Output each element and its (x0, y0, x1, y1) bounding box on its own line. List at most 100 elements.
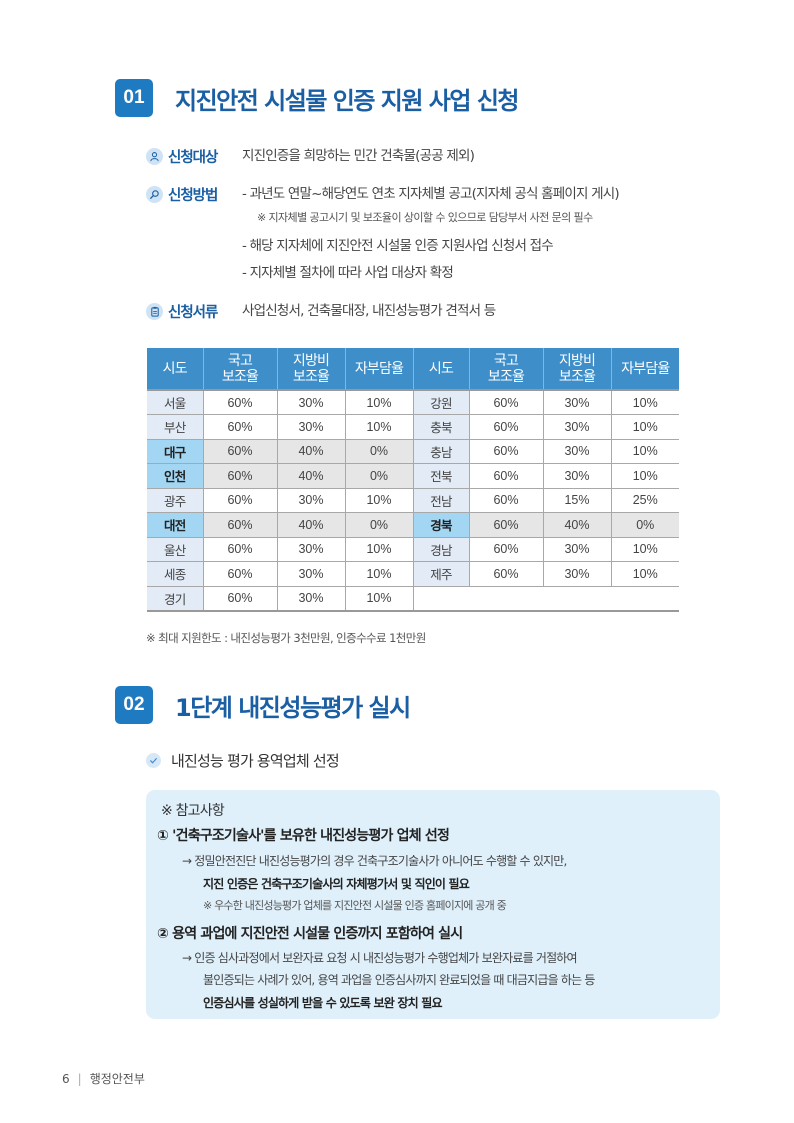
region-cell: 울산 (147, 537, 203, 562)
reference-item-body: 불인증되는 사례가 있어, 용역 과업을 인증심사까지 완료되었을 때 대금지급… (203, 973, 595, 987)
method-line: - 해당 지자체에 지진안전 시설물 인증 지원사업 신청서 접수 (242, 238, 554, 254)
region-cell: 대구 (147, 439, 203, 464)
region-cell: 부산 (147, 414, 203, 440)
rate-cell: 15% (542, 488, 611, 513)
column-header-line: 보조율 (487, 368, 525, 385)
info-value: 사업신청서, 건축물대장, 내진성능평가 견적서 등 (242, 303, 496, 319)
rate-cell: 30% (542, 561, 611, 587)
column-header: 시도 (412, 348, 469, 391)
table-row: 경기 60% 30% 10% (147, 586, 679, 612)
column-header-line: 지방비 (292, 352, 330, 369)
rate-cell: 60% (202, 439, 277, 464)
rate-cell: 10% (610, 390, 679, 415)
rate-cell: 60% (202, 537, 277, 562)
region-cell: 충남 (412, 439, 469, 464)
search-icon (146, 186, 163, 203)
reference-item-emphasis: 인증심사를 성실하게 받을 수 있도록 보완 장치 필요 (203, 996, 442, 1010)
rate-cell: 30% (276, 586, 345, 612)
organization-name: 행정안전부 (89, 1072, 145, 1086)
rate-cell: 60% (202, 561, 277, 587)
rate-cell: 10% (344, 488, 413, 513)
column-header: 국고 보조율 (468, 348, 543, 391)
region-cell: 세종 (147, 561, 203, 587)
rate-cell: 60% (202, 488, 277, 513)
rate-cell: 10% (344, 414, 413, 440)
column-header-line: 국고 (227, 352, 253, 369)
info-value: - 과년도 연말~해당연도 연초 지자체별 공고(지자체 공식 홈페이지 게시) (242, 186, 620, 202)
table-row: 광주 60% 30% 10% 전남 60% 15% 25% (147, 488, 679, 513)
section-number-badge: 01 (115, 79, 153, 117)
table-row: 대전 60% 40% 0% 경북 60% 40% 0% (147, 512, 679, 538)
info-label: 신청서류 (146, 301, 242, 322)
rate-cell: 10% (344, 586, 413, 612)
region-cell: 경북 (412, 512, 469, 538)
table-footnote: ※ 최대 지원한도 : 내진성능평가 3천만원, 인증수수료 1천만원 (146, 631, 426, 645)
clipboard-icon (146, 303, 163, 320)
method-line: - 지자체별 절차에 따라 사업 대상자 확정 (242, 265, 454, 281)
rate-cell: 30% (542, 439, 611, 464)
rate-cell: 10% (610, 439, 679, 464)
column-header-line: 국고 (493, 352, 519, 369)
reference-item-note: ※ 우수한 내진성능평가 업체를 지진안전 시설물 인증 홈페이지에 공개 중 (203, 899, 507, 912)
info-value: 지진인증을 희망하는 민간 건축물(공공 제외) (242, 148, 475, 164)
rate-cell: 0% (610, 512, 679, 538)
rate-cell: 60% (468, 512, 543, 538)
info-label: 신청방법 (146, 184, 242, 205)
region-cell: 제주 (412, 561, 469, 587)
rate-cell: 40% (276, 512, 345, 538)
section-number-badge: 02 (115, 686, 153, 724)
rate-cell: 30% (276, 561, 345, 587)
section-title: 1단계 내진성능평가 실시 (175, 693, 411, 722)
region-cell: 강원 (412, 390, 469, 415)
rate-cell: 60% (468, 414, 543, 440)
region-cell: 서울 (147, 390, 203, 415)
region-cell: 경남 (412, 537, 469, 562)
rate-cell: 60% (202, 414, 277, 440)
rate-cell: 30% (276, 537, 345, 562)
method-note: ※ 지자체별 공고시기 및 보조율이 상이할 수 있으므로 담당부서 사전 문의… (257, 211, 593, 224)
column-header: 자부담율 (610, 348, 679, 391)
empty-cell (412, 586, 679, 612)
rate-cell: 10% (610, 537, 679, 562)
rate-cell: 60% (202, 586, 277, 612)
column-header-line: 자부담율 (621, 360, 670, 377)
rate-cell: 25% (610, 488, 679, 513)
footer-separator: | (77, 1071, 82, 1086)
rate-cell: 10% (610, 561, 679, 587)
column-header-line: 자부담율 (354, 360, 404, 377)
rate-cell: 60% (468, 537, 543, 562)
column-header: 국고 보조율 (202, 348, 277, 391)
column-header: 시도 (147, 348, 203, 391)
rate-cell: 10% (610, 463, 679, 489)
rate-cell: 30% (542, 414, 611, 440)
column-header-line: 보조율 (221, 368, 259, 385)
check-item: 내진성능 평가 용역업체 선정 (146, 750, 340, 771)
rate-cell: 60% (202, 463, 277, 489)
rate-cell: 40% (276, 463, 345, 489)
column-header-line: 보조율 (292, 368, 330, 385)
rate-cell: 60% (468, 463, 543, 489)
section-title: 지진안전 시설물 인증 지원 사업 신청 (175, 86, 519, 115)
rate-cell: 30% (276, 488, 345, 513)
info-row-method: 신청방법 - 과년도 연말~해당연도 연초 지자체별 공고(지자체 공식 홈페이… (146, 184, 620, 205)
reference-item-emphasis: 지진 인증은 건축구조기술사의 자체평가서 및 직인이 필요 (203, 877, 470, 891)
table-row: 부산 60% 30% 10% 충북 60% 30% 10% (147, 414, 679, 440)
person-icon (146, 148, 163, 165)
rate-cell: 30% (542, 537, 611, 562)
rate-cell: 60% (202, 390, 277, 415)
region-cell: 대전 (147, 512, 203, 538)
rate-cell: 30% (276, 390, 345, 415)
info-row-target: 신청대상 지진인증을 희망하는 민간 건축물(공공 제외) (146, 146, 475, 167)
rate-cell: 30% (542, 390, 611, 415)
column-header-line: 지방비 (558, 352, 596, 369)
rate-cell: 0% (344, 439, 413, 464)
section-2-header: 02 1단계 내진성능평가 실시 (115, 686, 411, 724)
rate-cell: 60% (468, 561, 543, 587)
reference-item-heading: ① '건축구조기술사'를 보유한 내진성능평가 업체 선정 (157, 828, 450, 844)
reference-item-heading: ② 용역 과업에 지진안전 시설물 인증까지 포함하여 실시 (157, 926, 463, 942)
page-footer: 6 | 행정안전부 (62, 1070, 145, 1087)
table-row: 울산 60% 30% 10% 경남 60% 30% 10% (147, 537, 679, 562)
rate-cell: 60% (468, 439, 543, 464)
rate-cell: 40% (276, 439, 345, 464)
checkmark-icon (146, 753, 161, 768)
